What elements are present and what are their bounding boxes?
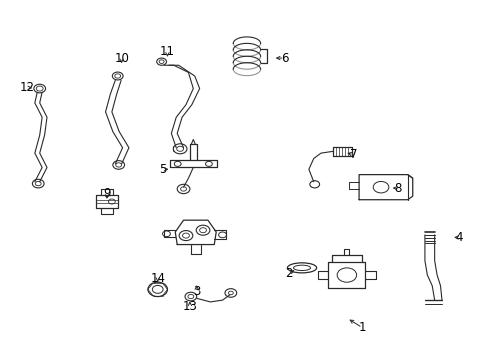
Text: 4: 4 bbox=[454, 231, 462, 244]
Text: 7: 7 bbox=[349, 148, 357, 161]
Text: 11: 11 bbox=[160, 45, 175, 58]
Text: 12: 12 bbox=[20, 81, 35, 94]
Text: 6: 6 bbox=[280, 51, 287, 64]
Text: 8: 8 bbox=[394, 182, 401, 195]
Text: 5: 5 bbox=[159, 163, 166, 176]
Text: 13: 13 bbox=[182, 300, 197, 313]
Text: 1: 1 bbox=[358, 321, 366, 334]
Text: 14: 14 bbox=[150, 272, 165, 285]
Text: 2: 2 bbox=[284, 267, 291, 280]
Text: 10: 10 bbox=[114, 51, 129, 64]
Text: 9: 9 bbox=[103, 187, 110, 200]
Text: 3: 3 bbox=[193, 285, 200, 298]
